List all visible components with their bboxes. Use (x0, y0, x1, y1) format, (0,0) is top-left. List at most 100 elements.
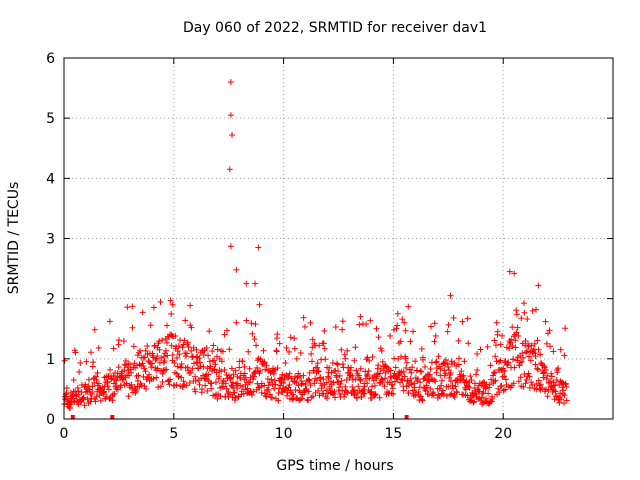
data-point (387, 332, 394, 339)
data-point (226, 166, 233, 173)
data-point (174, 363, 181, 370)
data-point (206, 358, 213, 365)
data-point (198, 386, 205, 393)
data-point (296, 374, 303, 381)
data-point (452, 383, 459, 390)
data-point (285, 373, 292, 380)
data-point (202, 382, 209, 389)
data-point (555, 365, 562, 372)
data-point (243, 280, 250, 287)
data-point (106, 395, 113, 402)
data-point (492, 377, 499, 384)
data-point (184, 364, 191, 371)
data-point (482, 395, 489, 402)
data-point (518, 315, 525, 322)
data-point (178, 374, 185, 381)
data-point (467, 373, 474, 380)
data-point (377, 370, 384, 377)
data-point (496, 359, 503, 366)
axis-ticks: 0 5 10 15 20 0 1 2 3 4 5 6 (46, 51, 613, 442)
data-point (561, 400, 568, 407)
data-point (224, 327, 231, 334)
data-point (130, 343, 137, 350)
data-point (513, 307, 520, 314)
data-point (254, 364, 261, 371)
data-point (516, 362, 523, 369)
data-point (92, 373, 99, 380)
data-point (465, 383, 472, 390)
data-point (369, 374, 376, 381)
data-point (253, 342, 260, 349)
data-point (342, 355, 349, 362)
data-point (153, 374, 160, 381)
data-point (417, 368, 424, 375)
data-point (292, 387, 299, 394)
data-point (343, 388, 350, 395)
data-point (557, 390, 564, 397)
data-point (397, 338, 404, 345)
data-point (466, 384, 473, 391)
data-point (120, 338, 127, 345)
data-point (537, 351, 544, 358)
data-point (126, 361, 133, 368)
data-point (472, 380, 479, 387)
data-point (161, 367, 168, 374)
data-point (203, 344, 210, 351)
data-point (431, 338, 438, 345)
data-point (512, 337, 519, 344)
data-point (458, 368, 465, 375)
data-point (427, 385, 434, 392)
data-point (501, 373, 508, 380)
data-point (218, 368, 225, 375)
data-point (187, 302, 194, 309)
data-point (83, 358, 90, 365)
data-point (187, 369, 194, 376)
data-point (426, 371, 433, 378)
data-point (451, 359, 458, 366)
data-point (474, 350, 481, 357)
data-point (479, 401, 486, 408)
data-point (317, 380, 324, 387)
data-point (124, 304, 131, 311)
data-point (114, 370, 121, 377)
data-point (245, 348, 252, 355)
data-point (76, 368, 83, 375)
data-point (109, 397, 116, 404)
data-point (400, 387, 407, 394)
data-point (418, 345, 425, 352)
data-point (398, 376, 405, 383)
data-point (532, 353, 539, 360)
x-tick-label: 15 (384, 426, 402, 442)
data-point (295, 382, 302, 389)
data-point (351, 387, 358, 394)
data-point (463, 378, 470, 385)
data-point (446, 374, 453, 381)
data-point (433, 369, 440, 376)
data-point (250, 373, 257, 380)
data-point (544, 393, 551, 400)
data-point (221, 331, 228, 338)
data-point (399, 377, 406, 384)
data-point (135, 372, 142, 379)
data-point (141, 383, 148, 390)
data-point (372, 391, 379, 398)
data-point (221, 366, 228, 373)
data-point (300, 372, 307, 379)
data-point (232, 367, 239, 374)
chart-title: Day 060 of 2022, SRMTID for receiver dav… (183, 20, 487, 36)
data-point (309, 393, 316, 400)
data-point (163, 339, 170, 346)
data-point (101, 388, 108, 395)
data-point (206, 328, 213, 335)
data-point (77, 359, 84, 366)
data-point (80, 394, 87, 401)
data-point (176, 351, 183, 358)
data-point (417, 379, 424, 386)
data-point (244, 385, 251, 392)
data-point (378, 375, 385, 382)
data-point (210, 342, 217, 349)
data-point (295, 370, 302, 377)
data-point (207, 363, 214, 370)
data-point (561, 352, 568, 359)
data-point (231, 389, 238, 396)
